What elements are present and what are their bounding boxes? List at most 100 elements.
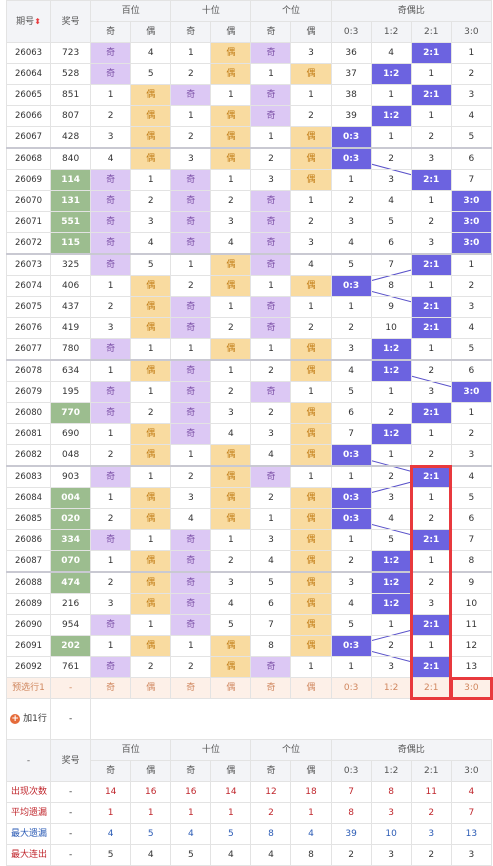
odd-cell: 1 [90, 487, 132, 509]
ratio-miss-cell: 1 [370, 84, 412, 106]
odd-cell: 1 [250, 126, 292, 149]
even-cell: 2 [210, 381, 252, 403]
period-cell: 26087 [5, 550, 52, 573]
ratio-miss-cell: 2 [410, 444, 452, 467]
period-cell: 26091 [5, 635, 52, 657]
even-cell: 偶 [290, 529, 332, 551]
period-header[interactable]: 期号⬍ [5, 0, 52, 43]
stat-row: 最大遗漏 -4 5 4 5 8 4 39 10 3 13 [5, 823, 493, 845]
odd-cell: 奇 [90, 232, 132, 255]
odd-cell: 1 [250, 338, 292, 361]
period-cell: 26082 [5, 444, 52, 467]
ratio-miss-cell: 1 [410, 423, 452, 445]
odd-cell: 4 [90, 147, 132, 170]
plus-circle-icon[interactable]: + [10, 714, 21, 724]
table-row: 26071 551 奇 3 奇 3 奇 2 3 5 2 3:0 [5, 211, 493, 233]
ratio-hit-cell: 2:1 [410, 465, 452, 488]
stat-value: 3 [410, 823, 452, 845]
odd-cell: 2 [90, 444, 132, 467]
odd-cell: 3 [250, 169, 292, 191]
preselect-cell[interactable]: 偶 [290, 677, 332, 699]
ratio-miss-cell: 1 [410, 63, 452, 85]
odd-cell: 3 [250, 423, 292, 445]
even-cell: 1 [290, 190, 332, 212]
even-cell: 1 [210, 84, 252, 106]
preselect-row[interactable]: 预选行1- 奇偶奇偶奇偶 0:3 1:2 2:1 3:0 [5, 677, 493, 699]
ratio-miss-cell: 7 [370, 253, 412, 276]
ratio-miss-cell: 3 [370, 487, 412, 509]
ratio-miss-cell: 6 [450, 508, 493, 530]
even-cell: 1 [290, 465, 332, 488]
stat-value: 7 [330, 781, 372, 803]
preselect-cell[interactable]: 1:2 [370, 677, 412, 699]
period-cell: 26084 [5, 487, 52, 509]
preselect-cell[interactable]: 奇 [250, 677, 292, 699]
ratio-miss-cell: 3 [410, 593, 452, 615]
stat-dash: - [50, 802, 92, 824]
even-cell: 偶 [290, 614, 332, 636]
ratio-hit-cell: 2:1 [410, 296, 452, 318]
odd-cell: 2 [170, 465, 212, 488]
stat-label: 最大遗漏 [5, 823, 52, 845]
ratio-miss-cell: 2 [370, 465, 412, 488]
prize-cell: 325 [50, 253, 92, 276]
prize-cell: 634 [50, 359, 92, 382]
stat-value: 2 [410, 802, 452, 824]
preselect-cell[interactable]: 2:1 [410, 677, 452, 699]
ratio-miss-cell: 1 [370, 444, 412, 467]
ratio-miss-cell: 2 [330, 317, 372, 339]
even-cell: 偶 [290, 550, 332, 573]
stat-label: 出现次数 [5, 781, 52, 803]
period-cell: 26088 [5, 571, 52, 594]
odd-cell: 1 [170, 338, 212, 361]
odd-cell: 5 [250, 571, 292, 594]
even-cell: 4 [130, 42, 172, 64]
stat-value: 2 [330, 844, 372, 866]
add-row-label[interactable]: 加1行 [23, 714, 47, 724]
ratio-miss-cell: 3 [410, 147, 452, 170]
table-row: 26067 428 3 偶 2 偶 1 偶 0:3 1 2 5 [5, 126, 493, 149]
sort-arrows-icon[interactable]: ⬍ [34, 16, 41, 26]
footer-ratio-subheader: 2:1 [410, 760, 452, 782]
ratio-hit-cell: 0:3 [330, 275, 372, 297]
odd-cell: 奇 [90, 402, 132, 424]
even-cell: 1 [130, 529, 172, 551]
stat-value: 4 [210, 844, 252, 866]
even-cell: 1 [210, 359, 252, 382]
period-cell: 26085 [5, 508, 52, 530]
even-cell: 偶 [210, 635, 252, 657]
prize-cell: 004 [50, 487, 92, 509]
table-row: 26086 334 奇 1 奇 1 3 偶 1 5 2:1 7 [5, 529, 493, 551]
ratio-miss-cell: 5 [370, 529, 412, 551]
odd-cell: 2 [90, 571, 132, 594]
period-cell: 26074 [5, 275, 52, 297]
preselect-cell[interactable]: 奇 [90, 677, 132, 699]
odd-cell: 2 [250, 402, 292, 424]
add-row-button[interactable]: + 加1行 [5, 698, 52, 740]
stat-dash: - [50, 781, 92, 803]
ratio-miss-cell: 3 [450, 84, 493, 106]
prize-cell: 070 [50, 550, 92, 573]
footer-hundreds-header: 百位 [90, 739, 172, 761]
ratio-header: 奇偶比 [330, 0, 493, 22]
preselect-cell[interactable]: 3:0 [450, 677, 493, 699]
preselect-cell[interactable]: 偶 [210, 677, 252, 699]
odd-cell: 奇 [170, 359, 212, 382]
preselect-cell[interactable]: 奇 [170, 677, 212, 699]
period-cell: 26078 [5, 359, 52, 382]
odd-cell: 1 [90, 423, 132, 445]
ratio-hit-cell: 2:1 [410, 402, 452, 424]
ratio-miss-cell: 1 [370, 126, 412, 149]
preselect-cell[interactable]: 0:3 [330, 677, 372, 699]
table-row: 26066 807 2 偶 1 偶奇 2 39 1:2 1 4 [5, 105, 493, 127]
ratio-hit-cell: 2:1 [410, 317, 452, 339]
stat-value: 7 [450, 802, 493, 824]
ratio-miss-cell: 1 [330, 296, 372, 318]
even-cell: 2 [290, 211, 332, 233]
odd-cell: 奇 [250, 84, 292, 106]
even-cell: 偶 [130, 444, 172, 467]
preselect-cell[interactable]: 偶 [130, 677, 172, 699]
stat-value: 1 [90, 802, 132, 824]
ratio-hit-cell: 1:2 [370, 359, 412, 382]
odd-cell: 奇 [170, 614, 212, 636]
